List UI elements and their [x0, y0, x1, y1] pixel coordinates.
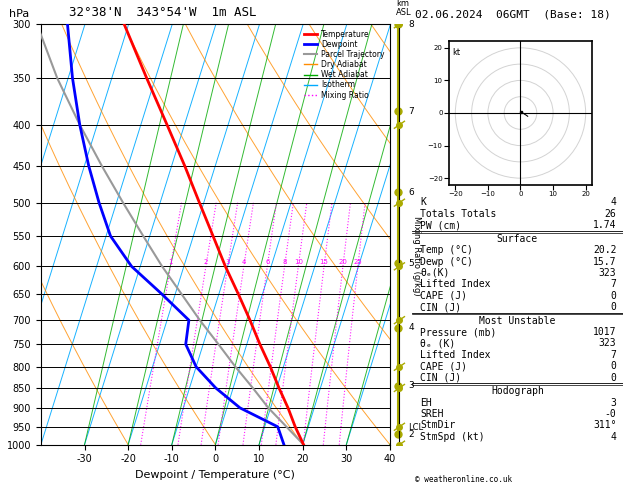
Text: 10: 10 [294, 259, 303, 264]
Text: kt: kt [452, 48, 460, 57]
Text: Lifted Index: Lifted Index [420, 350, 491, 360]
Text: Temp (°C): Temp (°C) [420, 245, 473, 255]
Text: 0: 0 [611, 373, 616, 382]
Text: 2: 2 [204, 259, 208, 264]
Text: 20: 20 [338, 259, 347, 264]
Text: CIN (J): CIN (J) [420, 373, 462, 382]
Text: 6: 6 [265, 259, 270, 264]
X-axis label: Dewpoint / Temperature (°C): Dewpoint / Temperature (°C) [135, 470, 296, 480]
Text: PW (cm): PW (cm) [420, 220, 462, 230]
Text: 323: 323 [599, 268, 616, 278]
Text: 3: 3 [611, 398, 616, 408]
Text: Mixing Ratio (g/kg): Mixing Ratio (g/kg) [412, 216, 421, 295]
Text: 4: 4 [611, 432, 616, 442]
Text: 1.74: 1.74 [593, 220, 616, 230]
Text: Dewp (°C): Dewp (°C) [420, 257, 473, 266]
Text: StmSpd (kt): StmSpd (kt) [420, 432, 485, 442]
Text: θₑ(K): θₑ(K) [420, 268, 450, 278]
Text: 02.06.2024  06GMT  (Base: 18): 02.06.2024 06GMT (Base: 18) [415, 9, 611, 19]
Text: 32°38'N  343°54'W  1m ASL: 32°38'N 343°54'W 1m ASL [69, 6, 257, 19]
Text: 26: 26 [604, 209, 616, 219]
Text: 8: 8 [282, 259, 287, 264]
Text: 7: 7 [611, 350, 616, 360]
Text: StmDir: StmDir [420, 420, 455, 430]
Text: θₑ (K): θₑ (K) [420, 338, 455, 348]
Text: 6: 6 [408, 188, 414, 196]
Text: EH: EH [420, 398, 432, 408]
Text: 15.7: 15.7 [593, 257, 616, 266]
Text: CIN (J): CIN (J) [420, 302, 462, 312]
Text: 3: 3 [226, 259, 230, 264]
Text: © weatheronline.co.uk: © weatheronline.co.uk [415, 474, 512, 484]
Text: Most Unstable: Most Unstable [479, 316, 555, 326]
Text: 311°: 311° [593, 420, 616, 430]
Text: 7: 7 [408, 107, 414, 116]
Text: 0: 0 [611, 361, 616, 371]
Text: km
ASL: km ASL [396, 0, 412, 17]
Text: 20.2: 20.2 [593, 245, 616, 255]
Text: Lifted Index: Lifted Index [420, 279, 491, 289]
Text: 0: 0 [611, 302, 616, 312]
Text: hPa: hPa [9, 9, 30, 19]
Text: 2: 2 [408, 430, 414, 438]
Text: 25: 25 [353, 259, 362, 264]
Text: -0: -0 [604, 409, 616, 419]
Text: 3: 3 [408, 382, 414, 390]
Text: CAPE (J): CAPE (J) [420, 291, 467, 301]
Text: Surface: Surface [497, 234, 538, 244]
Text: 4: 4 [408, 323, 414, 332]
Text: Pressure (mb): Pressure (mb) [420, 327, 497, 337]
Text: 15: 15 [320, 259, 328, 264]
Text: CAPE (J): CAPE (J) [420, 361, 467, 371]
Text: Hodograph: Hodograph [491, 386, 544, 396]
Text: 323: 323 [599, 338, 616, 348]
Text: Totals Totals: Totals Totals [420, 209, 497, 219]
Text: SREH: SREH [420, 409, 444, 419]
Text: 1017: 1017 [593, 327, 616, 337]
Text: LCL: LCL [408, 423, 423, 433]
Text: 4: 4 [611, 197, 616, 208]
Text: 7: 7 [611, 279, 616, 289]
Text: K: K [420, 197, 426, 208]
Text: 1: 1 [169, 259, 173, 264]
Legend: Temperature, Dewpoint, Parcel Trajectory, Dry Adiabat, Wet Adiabat, Isotherm, Mi: Temperature, Dewpoint, Parcel Trajectory… [302, 28, 386, 101]
Text: 0: 0 [611, 291, 616, 301]
Text: 8: 8 [408, 20, 414, 29]
Text: 4: 4 [242, 259, 246, 264]
Text: 5: 5 [408, 259, 414, 268]
